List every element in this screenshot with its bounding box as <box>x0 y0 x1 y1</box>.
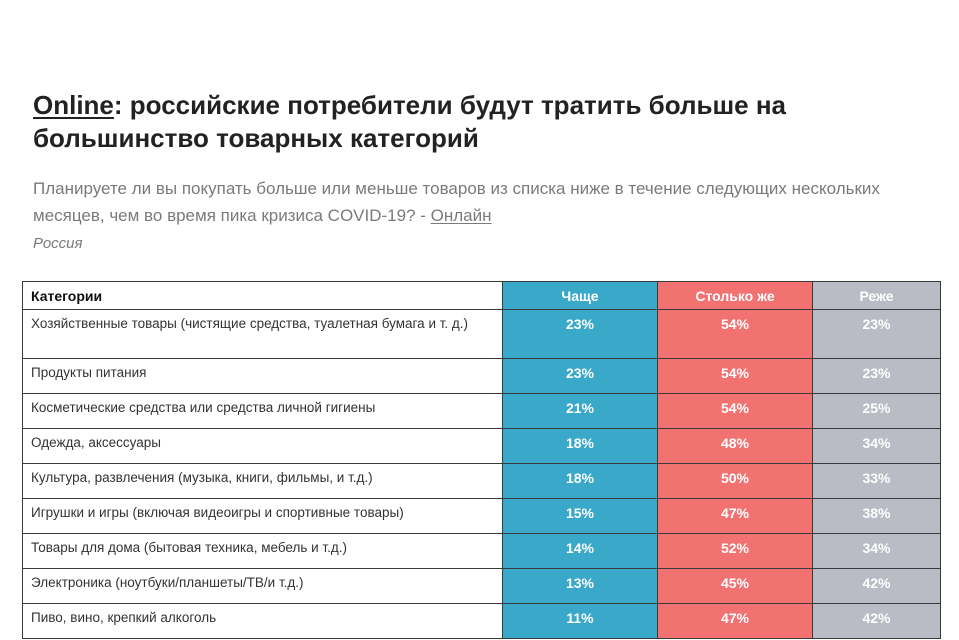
more-cell: 23% <box>502 309 658 359</box>
title-online: Online <box>33 90 114 120</box>
same-cell: 54% <box>657 358 813 394</box>
table-row: Электроника (ноутбуки/планшеты/ТВ/и т.д.… <box>22 568 941 604</box>
data-table: Категории Чаще Столько же Реже Хозяйстве… <box>22 281 941 639</box>
table-row: Пиво, вино, крепкий алкоголь 11% 47% 42% <box>22 603 941 639</box>
category-cell: Косметические средства или средства личн… <box>22 393 503 429</box>
title-text: : российские потребители будут тратить б… <box>33 90 786 153</box>
header-more: Чаще <box>502 281 658 310</box>
more-cell: 13% <box>502 568 658 604</box>
page-title: Online: российские потребители будут тра… <box>33 89 933 155</box>
category-cell: Продукты питания <box>22 358 503 394</box>
subtitle-country: Россия <box>33 235 83 252</box>
more-cell: 18% <box>502 463 658 499</box>
same-cell: 50% <box>657 463 813 499</box>
category-cell: Одежда, аксессуары <box>22 428 503 464</box>
subtitle-link[interactable]: Онлайн <box>430 206 492 225</box>
header-category: Категории <box>22 281 503 310</box>
category-cell: Культура, развлечения (музыка, книги, фи… <box>22 463 503 499</box>
less-cell: 42% <box>812 603 941 639</box>
same-cell: 47% <box>657 603 813 639</box>
category-cell: Пиво, вино, крепкий алкоголь <box>22 603 503 639</box>
less-cell: 38% <box>812 498 941 534</box>
more-cell: 15% <box>502 498 658 534</box>
table-row: Хозяйственные товары (чистящие средства,… <box>22 309 941 359</box>
table-row: Товары для дома (бытовая техника, мебель… <box>22 533 941 569</box>
less-cell: 23% <box>812 309 941 359</box>
same-cell: 48% <box>657 428 813 464</box>
same-cell: 45% <box>657 568 813 604</box>
category-cell: Товары для дома (бытовая техника, мебель… <box>22 533 503 569</box>
more-cell: 14% <box>502 533 658 569</box>
less-cell: 34% <box>812 428 941 464</box>
more-cell: 21% <box>502 393 658 429</box>
table-row: Продукты питания 23% 54% 23% <box>22 358 941 394</box>
less-cell: 42% <box>812 568 941 604</box>
header-same: Столько же <box>657 281 813 310</box>
same-cell: 54% <box>657 393 813 429</box>
subtitle: Планируете ли вы покупать больше или мен… <box>33 175 913 257</box>
table-row: Одежда, аксессуары 18% 48% 34% <box>22 428 941 464</box>
more-cell: 18% <box>502 428 658 464</box>
less-cell: 33% <box>812 463 941 499</box>
table-row: Косметические средства или средства личн… <box>22 393 941 429</box>
less-cell: 34% <box>812 533 941 569</box>
subtitle-question: Планируете ли вы покупать больше или мен… <box>33 179 880 225</box>
table-row: Игрушки и игры (включая видеоигры и спор… <box>22 498 941 534</box>
header-less: Реже <box>812 281 941 310</box>
more-cell: 11% <box>502 603 658 639</box>
table-row: Культура, развлечения (музыка, книги, фи… <box>22 463 941 499</box>
same-cell: 47% <box>657 498 813 534</box>
category-cell: Электроника (ноутбуки/планшеты/ТВ/и т.д.… <box>22 568 503 604</box>
more-cell: 23% <box>502 358 658 394</box>
table-header-row: Категории Чаще Столько же Реже <box>22 281 941 310</box>
same-cell: 52% <box>657 533 813 569</box>
less-cell: 23% <box>812 358 941 394</box>
category-cell: Игрушки и игры (включая видеоигры и спор… <box>22 498 503 534</box>
same-cell: 54% <box>657 309 813 359</box>
category-cell: Хозяйственные товары (чистящие средства,… <box>22 309 503 359</box>
less-cell: 25% <box>812 393 941 429</box>
